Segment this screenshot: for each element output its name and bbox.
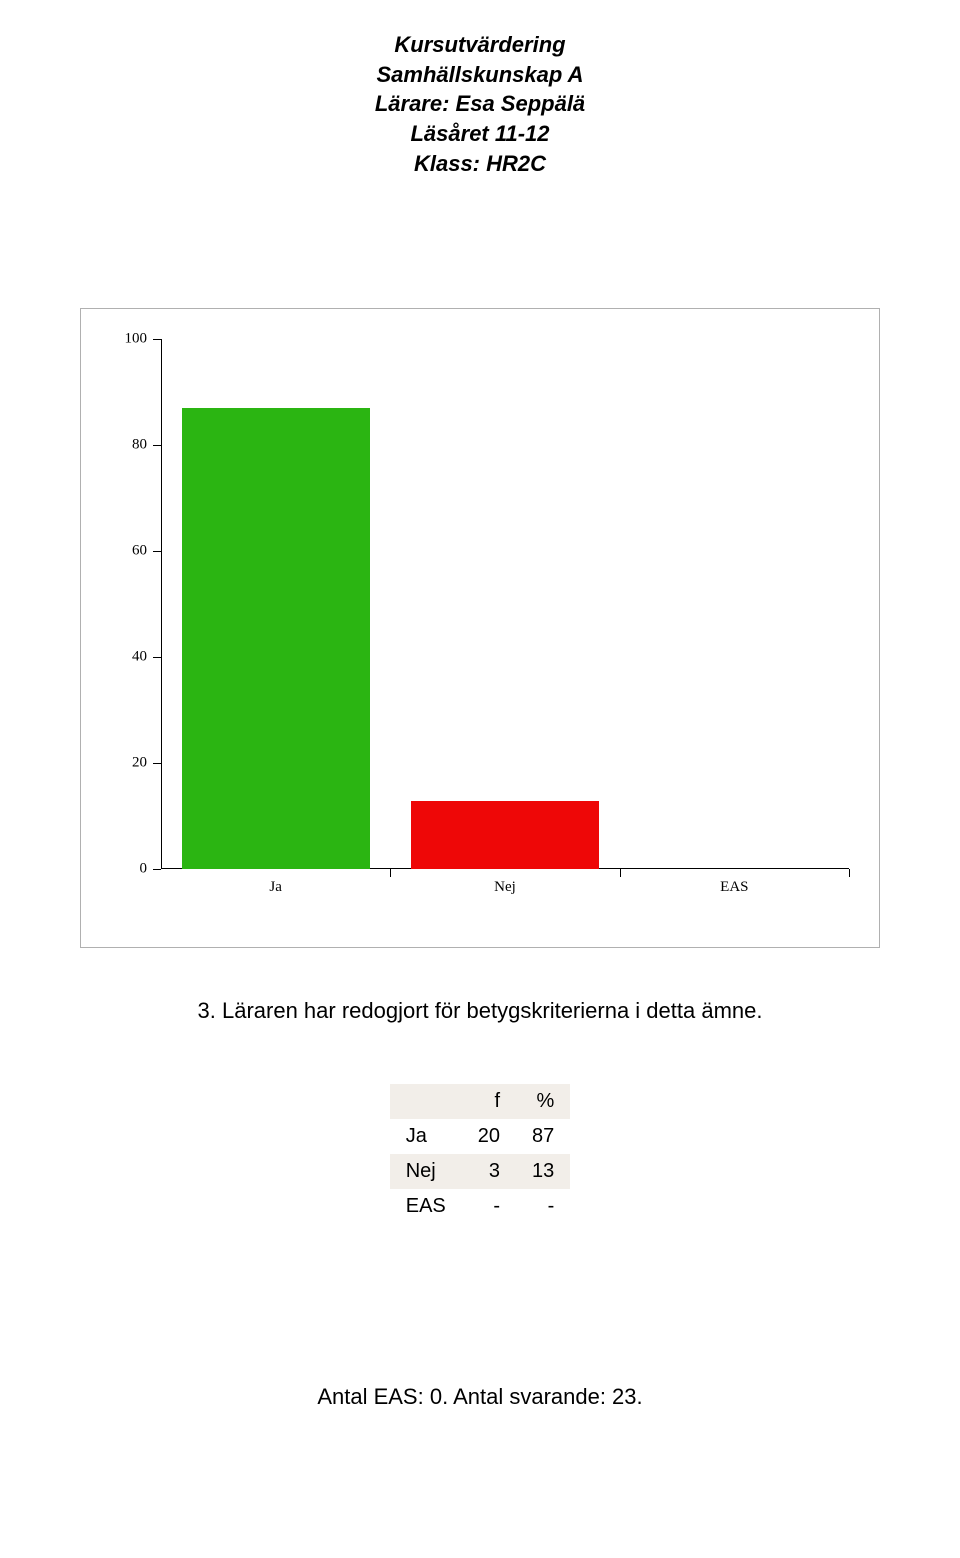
x-category-label: EAS [720, 879, 748, 896]
y-tick [153, 445, 161, 446]
y-tick-label: 80 [132, 437, 153, 454]
table-cell: 87 [516, 1119, 570, 1154]
x-category-label: Ja [269, 879, 282, 896]
y-tick [153, 551, 161, 552]
table-col-blank [390, 1084, 462, 1119]
y-tick [153, 339, 161, 340]
table-row: Ja 20 87 [390, 1119, 571, 1154]
page: Kursutvärdering Samhällskunskap A Lärare… [0, 0, 960, 1558]
x-tick [620, 869, 621, 877]
data-table: f % Ja 20 87 Nej 3 13 EAS - - [390, 1084, 571, 1224]
y-tick-label: 100 [125, 331, 154, 348]
table-cell: EAS [390, 1189, 462, 1224]
page-header: Kursutvärdering Samhällskunskap A Lärare… [80, 30, 880, 178]
table-cell: - [516, 1189, 570, 1224]
header-line-5: Klass: HR2C [80, 149, 880, 179]
table-row: EAS - - [390, 1189, 571, 1224]
y-tick-label: 20 [132, 755, 153, 772]
x-category-label: Nej [494, 879, 516, 896]
footer-summary: Antal EAS: 0. Antal svarande: 23. [80, 1384, 880, 1410]
header-line-3: Lärare: Esa Seppälä [80, 89, 880, 119]
y-tick-label: 60 [132, 543, 153, 560]
bar-chart: 020406080100JaNejEAS [111, 339, 849, 869]
x-tick [390, 869, 391, 877]
y-axis [161, 339, 162, 869]
y-tick-label: 0 [140, 861, 154, 878]
y-tick-label: 40 [132, 649, 153, 666]
question-text: 3. Läraren har redogjort för betygskrite… [80, 998, 880, 1024]
y-tick [153, 763, 161, 764]
table-col-pct: % [516, 1084, 570, 1119]
x-tick [849, 869, 850, 877]
table-cell: 13 [516, 1154, 570, 1189]
table-cell: - [462, 1189, 516, 1224]
table-cell: Ja [390, 1119, 462, 1154]
table-header-row: f % [390, 1084, 571, 1119]
table-cell: 20 [462, 1119, 516, 1154]
table-cell: Nej [390, 1154, 462, 1189]
table-col-f: f [462, 1084, 516, 1119]
header-line-1: Kursutvärdering [80, 30, 880, 60]
header-line-2: Samhällskunskap A [80, 60, 880, 90]
y-tick [153, 657, 161, 658]
chart-panel: 0 20 40 60 80 100 Ja Nej EAS [80, 308, 880, 948]
bar [411, 801, 599, 870]
table-row: Nej 3 13 [390, 1154, 571, 1189]
table-cell: 3 [462, 1154, 516, 1189]
y-tick [153, 869, 161, 870]
header-line-4: Läsåret 11-12 [80, 119, 880, 149]
bar [182, 408, 370, 869]
